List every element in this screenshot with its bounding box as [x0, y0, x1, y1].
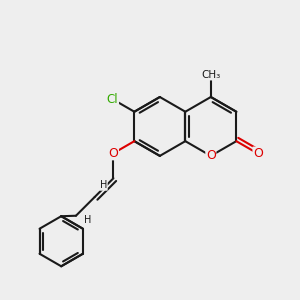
- Text: CH₃: CH₃: [201, 70, 220, 80]
- Text: O: O: [253, 147, 263, 160]
- Text: H: H: [100, 180, 107, 190]
- Text: H: H: [84, 215, 92, 225]
- Text: O: O: [206, 149, 216, 162]
- Text: O: O: [109, 147, 118, 160]
- Text: Cl: Cl: [107, 93, 118, 106]
